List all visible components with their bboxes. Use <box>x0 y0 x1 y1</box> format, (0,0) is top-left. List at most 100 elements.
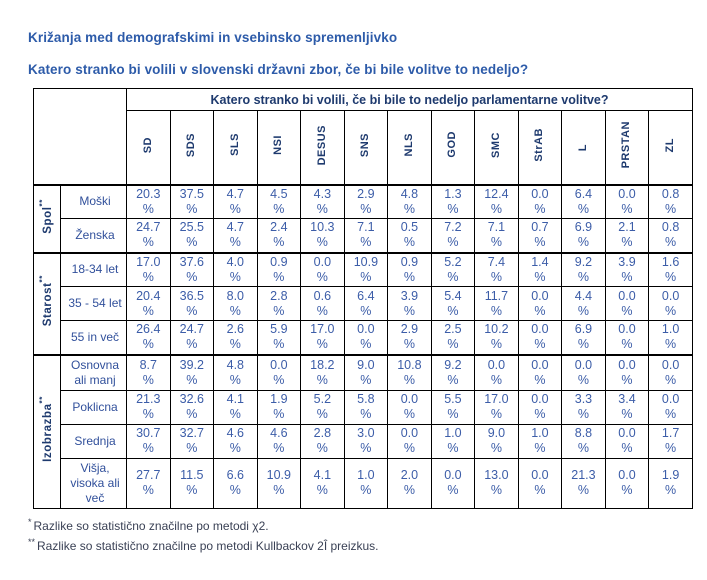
percent-value: 1.0 <box>661 322 680 337</box>
percent-cell: 17.0% <box>474 389 519 425</box>
percent-value: 32.6 <box>179 392 204 406</box>
percent-value: 1.4 <box>531 254 549 269</box>
table-row: Ženska 24.7% 25.5% 4.7% 2.4% 10.3% 7.1% 0.5% 7.2… <box>34 218 693 253</box>
percent-cell: 5.8% <box>343 389 389 425</box>
percent-cell: 7.4% <box>474 251 519 287</box>
percent-value: 4.3 <box>313 186 332 201</box>
percent-sign: % <box>186 337 198 352</box>
percent-value: 6.6 <box>226 468 245 482</box>
percent-sign: % <box>577 201 589 216</box>
party-label: ZL <box>664 137 677 152</box>
percent-cell: 1.9% <box>648 457 693 509</box>
party-column-header-nls: NLS <box>387 110 432 185</box>
percent-cell: 0.0% <box>604 457 650 509</box>
percent-value: 1.3 <box>444 186 462 201</box>
percent-value: 24.7 <box>136 220 161 235</box>
percent-cell: 0.0% <box>517 320 563 355</box>
percent-cell: 32.7% <box>169 423 215 459</box>
party-label: L <box>576 144 589 152</box>
percent-cell: 9.0% <box>474 423 519 459</box>
percent-cell: 4.3% <box>300 183 345 219</box>
percent-cell: 1.3% <box>430 183 476 219</box>
party-column-header-god: GOD <box>430 110 476 185</box>
percent-cell: 0.0% <box>256 353 302 391</box>
group-label-text: Spol** <box>38 198 55 234</box>
percent-value: 10.2 <box>484 322 509 337</box>
percent-cell: 5.2% <box>300 389 345 425</box>
percent-value: 4.6 <box>226 426 245 440</box>
percent-value: 8.7 <box>139 357 157 372</box>
percent-cell: 0.0% <box>300 251 345 287</box>
percent-sign: % <box>577 407 589 421</box>
percent-sign: % <box>403 235 415 250</box>
party-label: NSI <box>272 134 285 155</box>
percent-cell: 4.1% <box>300 457 345 509</box>
percent-value: 25.5 <box>179 220 204 235</box>
percent-cell: 5.5% <box>430 389 476 425</box>
percent-value: 9.2 <box>444 357 462 372</box>
percent-value: 36.5 <box>179 288 204 303</box>
percent-value: 39.2 <box>179 357 204 372</box>
percent-sign: % <box>577 235 589 250</box>
percent-value: 27.7 <box>136 468 161 482</box>
percent-cell: 9.2% <box>561 251 606 287</box>
percent-cell: 8.7% <box>126 353 171 391</box>
percent-sign: % <box>490 407 502 421</box>
percent-sign: % <box>360 303 372 318</box>
percent-cell: 0.0% <box>517 183 563 219</box>
table-row: Poklicna 21.3% 32.6% 4.1% 1.9% 5.2% 5.8% 0.0% 5.… <box>34 389 693 425</box>
percent-value: 1.9 <box>270 392 288 406</box>
percent-value: 20.3 <box>136 186 161 201</box>
percent-cell: 3.3% <box>561 389 606 425</box>
percent-sign: % <box>360 337 372 352</box>
percent-value: 0.0 <box>444 468 462 482</box>
percent-value: 0.5 <box>400 220 419 235</box>
percent-value: 21.3 <box>571 468 596 482</box>
percent-sign: % <box>142 372 154 387</box>
percent-sign: % <box>186 372 198 387</box>
table-row: Višja, visoka ali več 27.7% 11.5% 6.6% 10.9%… <box>34 457 693 509</box>
percent-cell: 4.6% <box>256 423 302 459</box>
percent-cell: 5.9% <box>256 320 302 355</box>
footnotes: * Razlike so statistično značilne po meto… <box>28 514 693 554</box>
percent-value: 0.0 <box>531 288 549 303</box>
percent-cell: 0.0% <box>517 457 563 509</box>
percent-value: 0.0 <box>618 426 636 440</box>
page-subtitle: Katero stranko bi volili v slovenski drž… <box>28 62 529 77</box>
percent-cell: 30.7% <box>126 423 171 459</box>
percent-value: 0.0 <box>661 288 680 303</box>
party-label: SMC <box>489 131 502 158</box>
group-label-text: Starost** <box>38 275 55 327</box>
percent-cell: 7.2% <box>430 218 476 253</box>
percent-cell: 5.2% <box>430 251 476 287</box>
party-label: SD <box>141 136 154 153</box>
percent-sign: % <box>621 483 633 497</box>
percent-cell: 1.4% <box>517 251 563 287</box>
percent-sign: % <box>273 407 285 421</box>
percent-sign: % <box>142 269 154 284</box>
percent-sign: % <box>186 441 198 455</box>
percent-cell: 25.5% <box>169 218 215 253</box>
percent-sign: % <box>273 303 285 318</box>
percent-sign: % <box>621 235 633 250</box>
footnote-text: Razlike so statistično značilne po metod… <box>37 538 379 553</box>
percent-cell: 6.9% <box>561 218 606 253</box>
percent-cell: 0.0% <box>648 353 693 391</box>
percent-value: 11.5 <box>180 468 204 482</box>
percent-sign: % <box>665 235 677 250</box>
percent-value: 1.9 <box>661 468 680 482</box>
party-column-header-strab: StrAB <box>517 110 563 185</box>
percent-cell: 4.6% <box>213 423 258 459</box>
percent-sign: % <box>142 303 154 318</box>
table-row: Srednja 30.7% 32.7% 4.6% 4.6% 2.8% 3.0% 0.0% 1.0… <box>34 423 693 459</box>
percent-value: 5.5 <box>444 392 462 406</box>
party-column-header-smc: SMC <box>474 110 519 185</box>
party-label: StrAB <box>533 127 546 162</box>
percent-cell: 4.0% <box>213 251 258 287</box>
percent-value: 5.2 <box>444 254 462 269</box>
percent-value: 2.0 <box>400 468 419 482</box>
percent-value: 2.9 <box>357 186 375 201</box>
percent-sign: % <box>447 407 459 421</box>
percent-cell: 0.0% <box>430 457 476 509</box>
percent-sign: % <box>360 269 372 284</box>
